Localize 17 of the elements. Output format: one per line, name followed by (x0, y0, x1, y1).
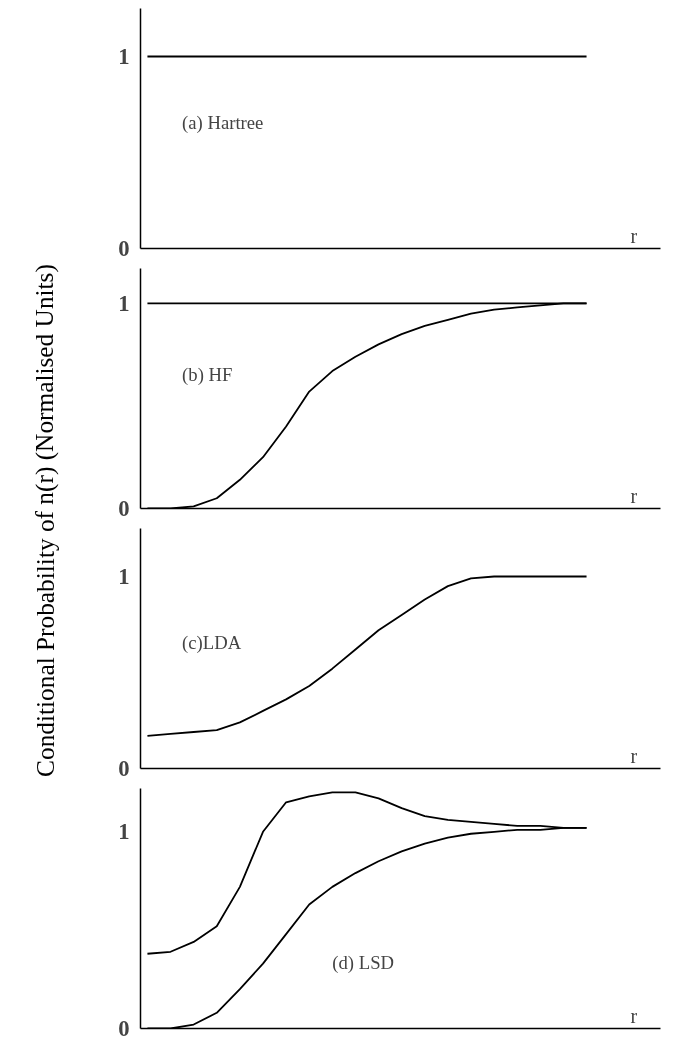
x-axis-title: r (630, 1004, 638, 1027)
y-tick-label: 0 (118, 496, 130, 521)
y-tick-label: 0 (118, 1016, 130, 1041)
annotation: (b) HF (182, 364, 233, 387)
x-axis-title: r (630, 744, 638, 767)
annotation: (c)LDA (182, 632, 242, 655)
y-tick-label: 1 (118, 819, 130, 845)
y-axis-title: Conditional Probability of n(r) (Normalised Units) (30, 264, 60, 777)
y-tick-label: 1 (118, 44, 130, 69)
annotation: (a) Hartree (182, 112, 264, 135)
annotation: (d) LSD (332, 952, 394, 975)
x-axis-title: r (630, 224, 638, 247)
y-tick-label: 0 (118, 756, 130, 781)
x-axis-title: r (630, 484, 638, 507)
y-tick-label: 1 (118, 564, 130, 589)
y-tick-label: 0 (118, 236, 130, 261)
y-tick-label: 1 (118, 290, 130, 316)
